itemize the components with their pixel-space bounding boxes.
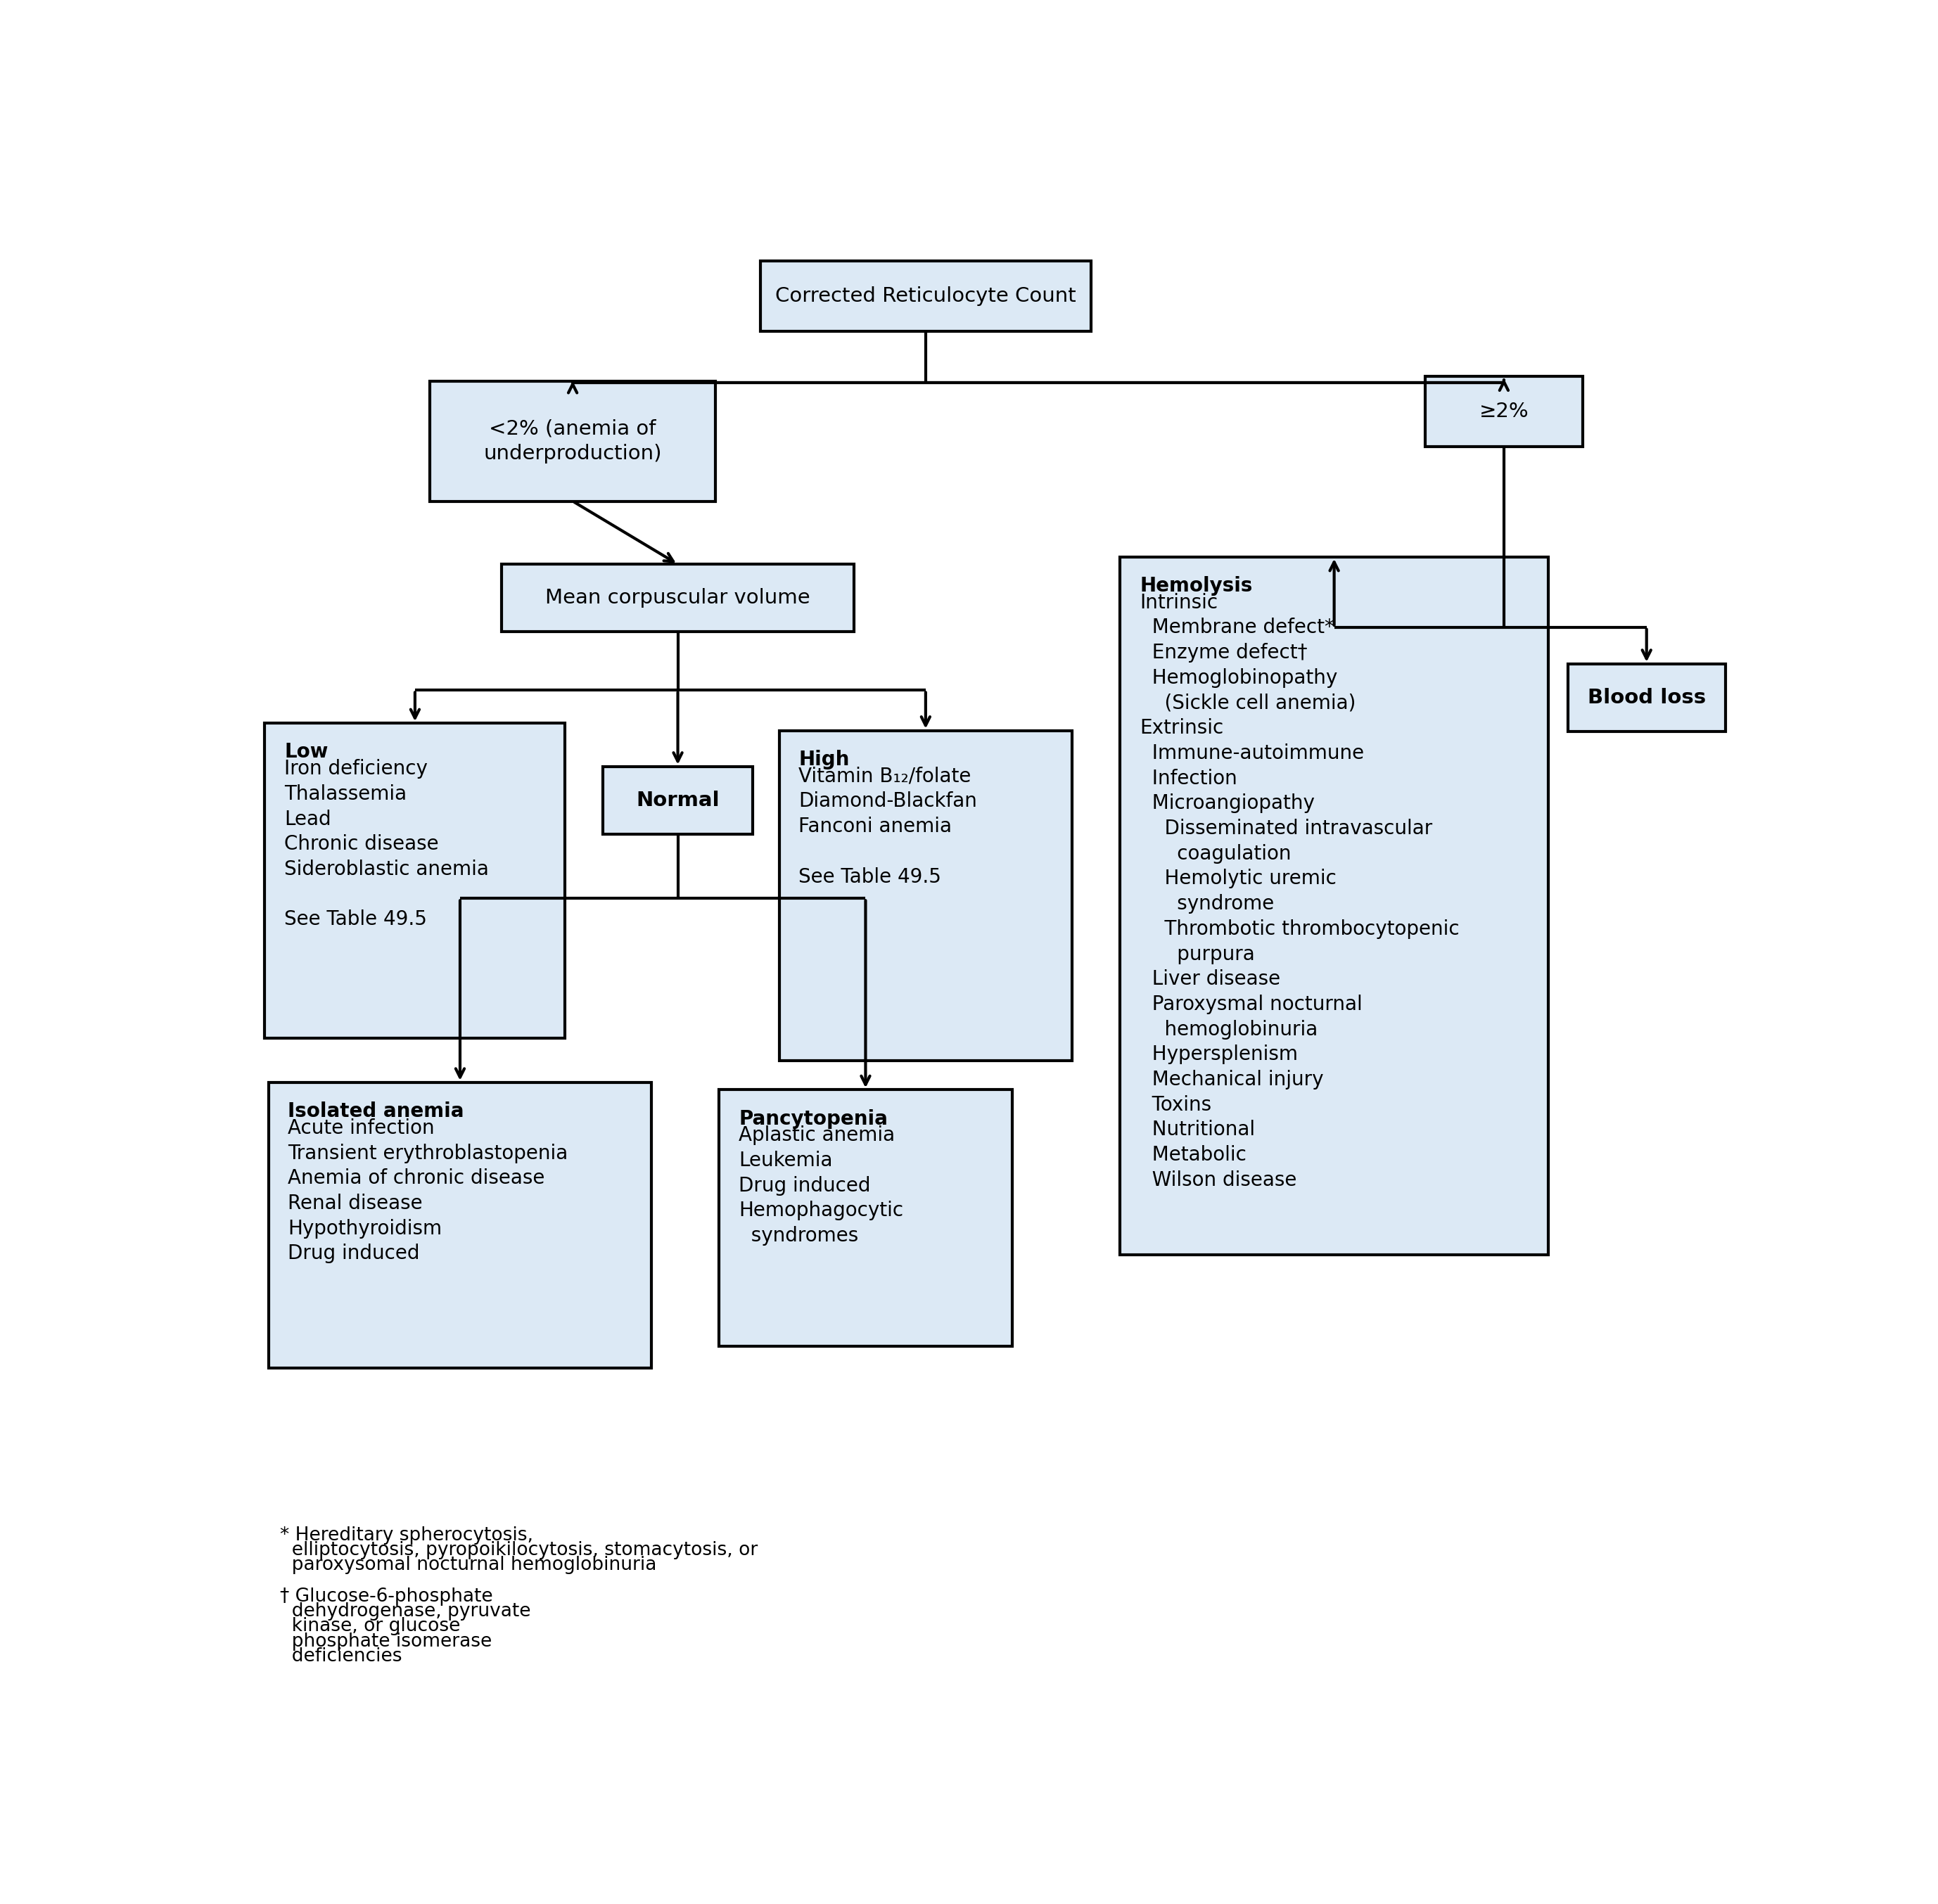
Text: Vitamin B₁₂/folate
Diamond-Blackfan
Fanconi anemia

See Table 49.5: Vitamin B₁₂/folate Diamond-Blackfan Fanc… — [798, 767, 977, 887]
FancyBboxPatch shape — [1568, 664, 1725, 731]
Text: Hemolysis: Hemolysis — [1140, 575, 1252, 596]
Text: Mean corpuscular volume: Mean corpuscular volume — [545, 588, 810, 607]
FancyBboxPatch shape — [779, 731, 1072, 1061]
Text: phosphate isomerase: phosphate isomerase — [279, 1632, 492, 1651]
Text: Aplastic anemia
Leukemia
Drug induced
Hemophagocytic
  syndromes: Aplastic anemia Leukemia Drug induced He… — [738, 1125, 903, 1245]
Text: * Hereditary spherocytosis,: * Hereditary spherocytosis, — [279, 1525, 533, 1544]
FancyBboxPatch shape — [266, 724, 566, 1038]
Text: High: High — [798, 750, 849, 769]
FancyBboxPatch shape — [719, 1089, 1012, 1346]
FancyBboxPatch shape — [430, 381, 715, 501]
Text: Corrected Reticulocyte Count: Corrected Reticulocyte Count — [775, 286, 1076, 307]
FancyBboxPatch shape — [269, 1083, 651, 1369]
Text: Normal: Normal — [636, 790, 719, 809]
Text: Low: Low — [285, 743, 328, 762]
Text: Pancytopenia: Pancytopenia — [738, 1108, 888, 1129]
Text: paroxysomal nocturnal hemoglobinuria: paroxysomal nocturnal hemoglobinuria — [279, 1556, 657, 1575]
FancyBboxPatch shape — [603, 767, 752, 834]
Text: † Glucose-6-phosphate: † Glucose-6-phosphate — [279, 1588, 492, 1605]
FancyBboxPatch shape — [1424, 377, 1583, 447]
Text: <2% (anemia of
underproduction): <2% (anemia of underproduction) — [483, 419, 663, 463]
Text: dehydrogenase, pyruvate: dehydrogenase, pyruvate — [279, 1603, 531, 1620]
Text: Isolated anemia: Isolated anemia — [289, 1102, 465, 1121]
FancyBboxPatch shape — [1120, 556, 1548, 1255]
FancyBboxPatch shape — [760, 261, 1091, 331]
Text: deficiencies: deficiencies — [279, 1647, 401, 1666]
Text: Acute infection
Transient erythroblastopenia
Anemia of chronic disease
Renal dis: Acute infection Transient erythroblastop… — [289, 1118, 568, 1264]
Text: elliptocytosis, pyropoikilocytosis, stomacytosis, or: elliptocytosis, pyropoikilocytosis, stom… — [279, 1540, 758, 1559]
Text: Blood loss: Blood loss — [1587, 687, 1705, 708]
Text: ≥2%: ≥2% — [1479, 402, 1529, 421]
FancyBboxPatch shape — [502, 564, 855, 632]
Text: Iron deficiency
Thalassemia
Lead
Chronic disease
Sideroblastic anemia

See Table: Iron deficiency Thalassemia Lead Chronic… — [285, 760, 488, 929]
Text: Intrinsic
  Membrane defect*
  Enzyme defect†
  Hemoglobinopathy
    (Sickle cel: Intrinsic Membrane defect* Enzyme defect… — [1140, 592, 1459, 1190]
Text: kinase, or glucose: kinase, or glucose — [279, 1616, 459, 1636]
